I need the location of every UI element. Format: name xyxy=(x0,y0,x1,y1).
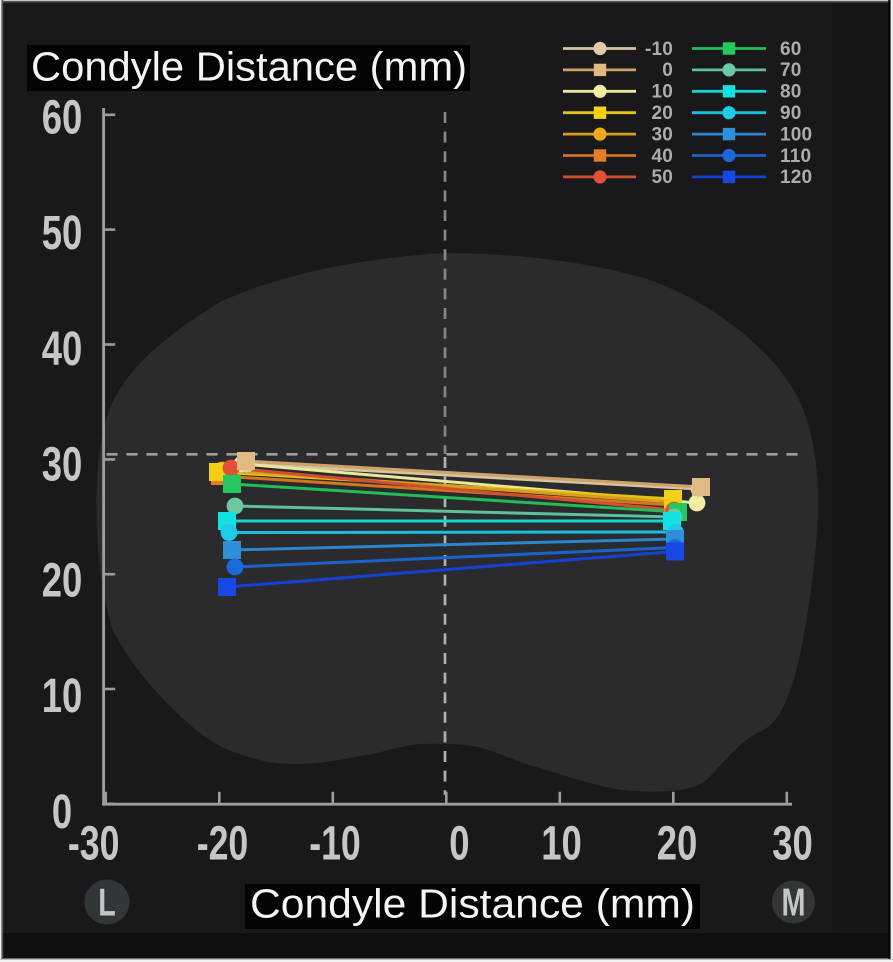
svg-text:Condyle Distance (mm): Condyle Distance (mm) xyxy=(31,44,467,90)
svg-text:M: M xyxy=(782,881,806,924)
svg-text:60: 60 xyxy=(780,39,802,60)
svg-text:L: L xyxy=(98,881,116,924)
svg-text:80: 80 xyxy=(780,82,802,103)
svg-text:0: 0 xyxy=(449,818,469,871)
svg-text:20: 20 xyxy=(651,103,673,124)
svg-text:120: 120 xyxy=(780,167,812,188)
svg-text:40: 40 xyxy=(42,323,83,376)
svg-text:10: 10 xyxy=(651,82,673,103)
svg-text:20: 20 xyxy=(42,554,83,607)
svg-text:-30: -30 xyxy=(68,818,120,871)
svg-text:-10: -10 xyxy=(309,818,361,871)
svg-text:70: 70 xyxy=(780,60,802,81)
svg-text:40: 40 xyxy=(651,146,673,167)
svg-text:50: 50 xyxy=(42,207,83,260)
svg-text:Condyle Distance (mm): Condyle Distance (mm) xyxy=(250,881,695,927)
svg-text:0: 0 xyxy=(52,786,72,839)
svg-text:30: 30 xyxy=(42,439,83,492)
svg-text:110: 110 xyxy=(780,146,811,167)
svg-text:10: 10 xyxy=(541,818,582,871)
svg-text:60: 60 xyxy=(42,92,83,145)
svg-text:100: 100 xyxy=(780,124,812,145)
svg-text:-10: -10 xyxy=(645,39,673,60)
svg-text:30: 30 xyxy=(651,124,673,145)
svg-text:50: 50 xyxy=(651,167,673,188)
svg-text:30: 30 xyxy=(772,818,813,871)
svg-text:0: 0 xyxy=(662,60,673,81)
svg-text:10: 10 xyxy=(42,670,83,723)
svg-text:-20: -20 xyxy=(197,818,249,871)
svg-text:90: 90 xyxy=(780,103,802,124)
svg-text:20: 20 xyxy=(657,818,698,871)
